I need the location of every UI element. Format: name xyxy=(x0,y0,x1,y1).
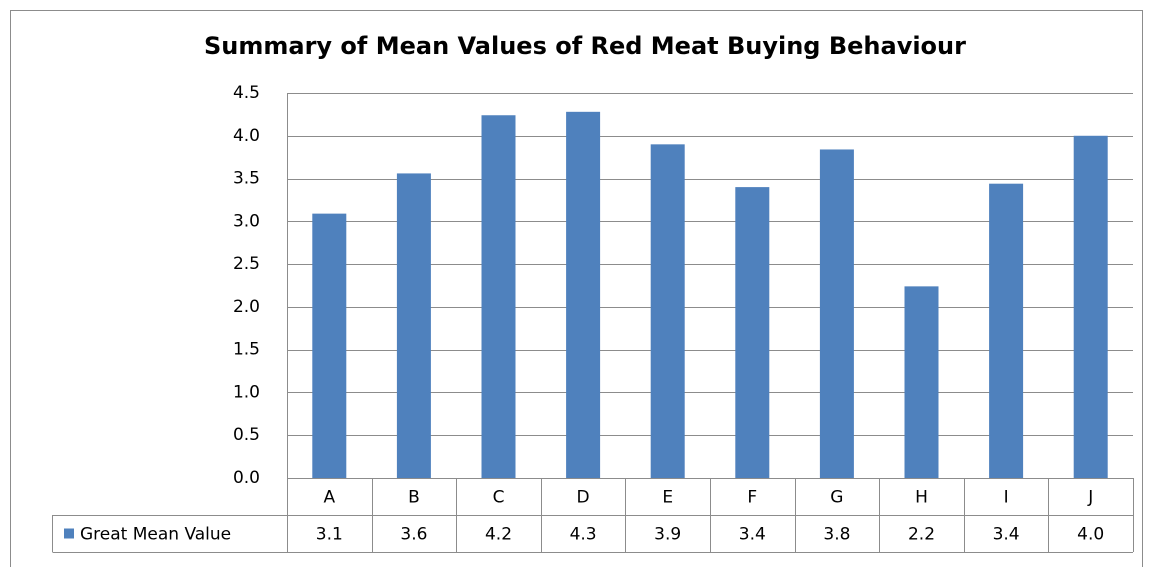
data-table-value: 4.2 xyxy=(485,525,512,545)
x-tick-label: A xyxy=(323,488,335,508)
x-tick-label: E xyxy=(662,488,673,508)
bar xyxy=(989,183,1024,478)
data-table-value: 3.4 xyxy=(739,525,766,545)
data-table-value: 3.6 xyxy=(400,525,427,545)
y-tick-label: 2.5 xyxy=(233,254,260,274)
data-table-value: 3.1 xyxy=(316,525,343,545)
x-tick-label: C xyxy=(493,488,505,508)
y-tick-label: 1.5 xyxy=(233,340,260,360)
x-tick-label: B xyxy=(408,488,420,508)
legend-swatch xyxy=(64,528,74,539)
y-tick-label: 4.0 xyxy=(233,126,260,146)
bar xyxy=(312,213,347,478)
chart-frame xyxy=(10,10,1143,567)
data-table-value: 3.9 xyxy=(654,525,681,545)
bar xyxy=(481,115,516,478)
y-tick-label: 0.0 xyxy=(233,468,260,488)
bar xyxy=(566,111,601,479)
y-tick-label: 1.0 xyxy=(233,382,260,402)
bar xyxy=(735,187,770,478)
y-tick-label: 3.5 xyxy=(233,169,260,189)
data-table-value: 4.0 xyxy=(1077,525,1104,545)
y-tick-label: 0.5 xyxy=(233,425,260,445)
data-table-value: 2.2 xyxy=(908,525,935,545)
bar xyxy=(1073,135,1108,478)
bar xyxy=(904,286,939,478)
x-tick-label: J xyxy=(1087,488,1093,508)
y-tick-label: 2.0 xyxy=(233,297,260,317)
x-tick-label: I xyxy=(1004,488,1009,508)
x-tick-label: G xyxy=(830,488,843,508)
x-tick-label: H xyxy=(915,488,928,508)
data-table-value: 3.8 xyxy=(823,525,850,545)
bar xyxy=(396,173,431,478)
x-tick-label: D xyxy=(577,488,590,508)
data-table-value: 3.4 xyxy=(993,525,1020,545)
legend-label: Great Mean Value xyxy=(80,525,231,545)
x-tick-label: F xyxy=(747,488,757,508)
y-tick-label: 4.5 xyxy=(233,83,260,103)
data-table-value: 4.3 xyxy=(570,525,597,545)
y-tick-label: 3.0 xyxy=(233,211,260,231)
chart-title: Summary of Mean Values of Red Meat Buyin… xyxy=(204,32,966,60)
bar xyxy=(650,144,685,479)
bar xyxy=(819,149,854,478)
